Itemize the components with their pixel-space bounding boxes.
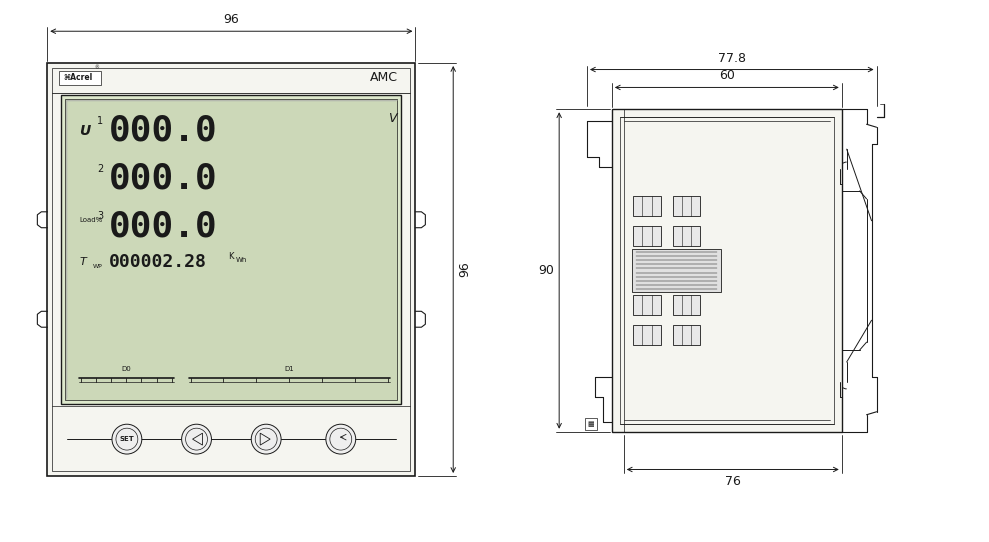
Text: SET: SET: [120, 436, 135, 442]
Bar: [585, 418, 597, 430]
Text: ⌘Acrel: ⌘Acrel: [63, 74, 93, 82]
Circle shape: [644, 303, 649, 308]
Text: Wh: Wh: [235, 257, 246, 263]
Text: 000.0: 000.0: [109, 114, 218, 148]
Text: 000.0: 000.0: [109, 162, 218, 196]
Circle shape: [693, 233, 698, 238]
Text: 76: 76: [725, 475, 741, 488]
Bar: [673, 196, 700, 216]
Text: 000.0: 000.0: [109, 209, 218, 243]
Circle shape: [675, 233, 680, 238]
Circle shape: [635, 333, 640, 338]
Text: V: V: [388, 112, 396, 125]
Text: 000002.28: 000002.28: [109, 253, 207, 271]
Text: ®: ®: [94, 65, 99, 70]
Circle shape: [635, 303, 640, 308]
Text: 96: 96: [224, 13, 239, 26]
Text: ▦: ▦: [587, 421, 594, 427]
Circle shape: [675, 203, 680, 208]
Circle shape: [182, 424, 212, 454]
Circle shape: [644, 233, 649, 238]
Text: 96: 96: [458, 262, 471, 278]
Bar: [633, 225, 661, 246]
Text: AMC: AMC: [370, 72, 398, 85]
Circle shape: [112, 424, 141, 454]
Circle shape: [693, 303, 698, 308]
Bar: [633, 196, 661, 216]
Circle shape: [684, 203, 689, 208]
Bar: [633, 325, 661, 345]
Bar: [61, 95, 402, 404]
Bar: [673, 295, 700, 315]
Circle shape: [693, 333, 698, 338]
Text: 2: 2: [97, 164, 103, 173]
Circle shape: [675, 303, 680, 308]
Circle shape: [325, 424, 356, 454]
Text: Load%: Load%: [79, 217, 103, 223]
Circle shape: [653, 203, 658, 208]
Bar: [673, 225, 700, 246]
FancyBboxPatch shape: [362, 68, 405, 88]
Circle shape: [644, 333, 649, 338]
Text: U: U: [79, 124, 90, 138]
Text: K: K: [228, 251, 233, 261]
Text: 60: 60: [719, 69, 735, 82]
Text: 3: 3: [97, 211, 103, 221]
Text: 90: 90: [538, 264, 554, 277]
Bar: [59, 71, 101, 85]
Text: 1: 1: [97, 116, 103, 126]
Circle shape: [653, 303, 658, 308]
Text: T: T: [79, 257, 86, 267]
Text: WP: WP: [93, 263, 103, 268]
Circle shape: [635, 203, 640, 208]
Circle shape: [684, 333, 689, 338]
Bar: [612, 109, 842, 431]
Bar: [673, 325, 700, 345]
Circle shape: [693, 203, 698, 208]
Circle shape: [635, 233, 640, 238]
Bar: [632, 249, 721, 292]
Circle shape: [684, 303, 689, 308]
Circle shape: [251, 424, 281, 454]
Bar: [620, 117, 834, 424]
Circle shape: [653, 333, 658, 338]
Bar: [633, 295, 661, 315]
Bar: [65, 99, 398, 401]
Text: D0: D0: [122, 366, 132, 372]
Circle shape: [653, 233, 658, 238]
Bar: [52, 68, 410, 471]
Circle shape: [644, 203, 649, 208]
Text: D1: D1: [284, 366, 294, 372]
Text: 77.8: 77.8: [718, 51, 746, 64]
Bar: [47, 63, 415, 476]
Circle shape: [675, 333, 680, 338]
Circle shape: [684, 233, 689, 238]
